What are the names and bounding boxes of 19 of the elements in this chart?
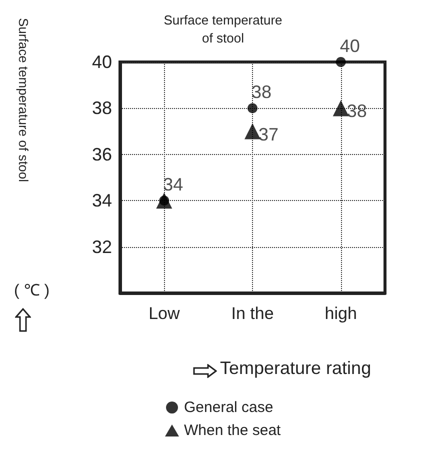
y-tick-label: 40 (92, 52, 112, 72)
x-tick-label: Low (148, 304, 180, 323)
legend-label: When the seat (184, 422, 282, 439)
data-label: 34 (163, 174, 184, 195)
legend-label: General case (184, 399, 274, 416)
y-tick-label: 36 (92, 144, 112, 164)
x-tick-label: high (324, 304, 357, 323)
data-label: 38 (346, 101, 367, 122)
y-tick-label: 38 (92, 98, 112, 118)
data-label: 38 (252, 82, 272, 102)
data-label: 37 (258, 124, 279, 144)
y-tick-label: 34 (92, 190, 112, 211)
y-tick-label: 32 (92, 236, 112, 257)
x-axis-title: Temperature rating (220, 358, 372, 378)
text: ( ℃ ) (14, 282, 50, 300)
y-axis-title: Surface temperature of stool (16, 18, 31, 182)
data-label: 40 (340, 36, 360, 56)
chart-title: Surface temperature of stool (164, 12, 282, 46)
x-tick-label: In the (231, 304, 274, 323)
